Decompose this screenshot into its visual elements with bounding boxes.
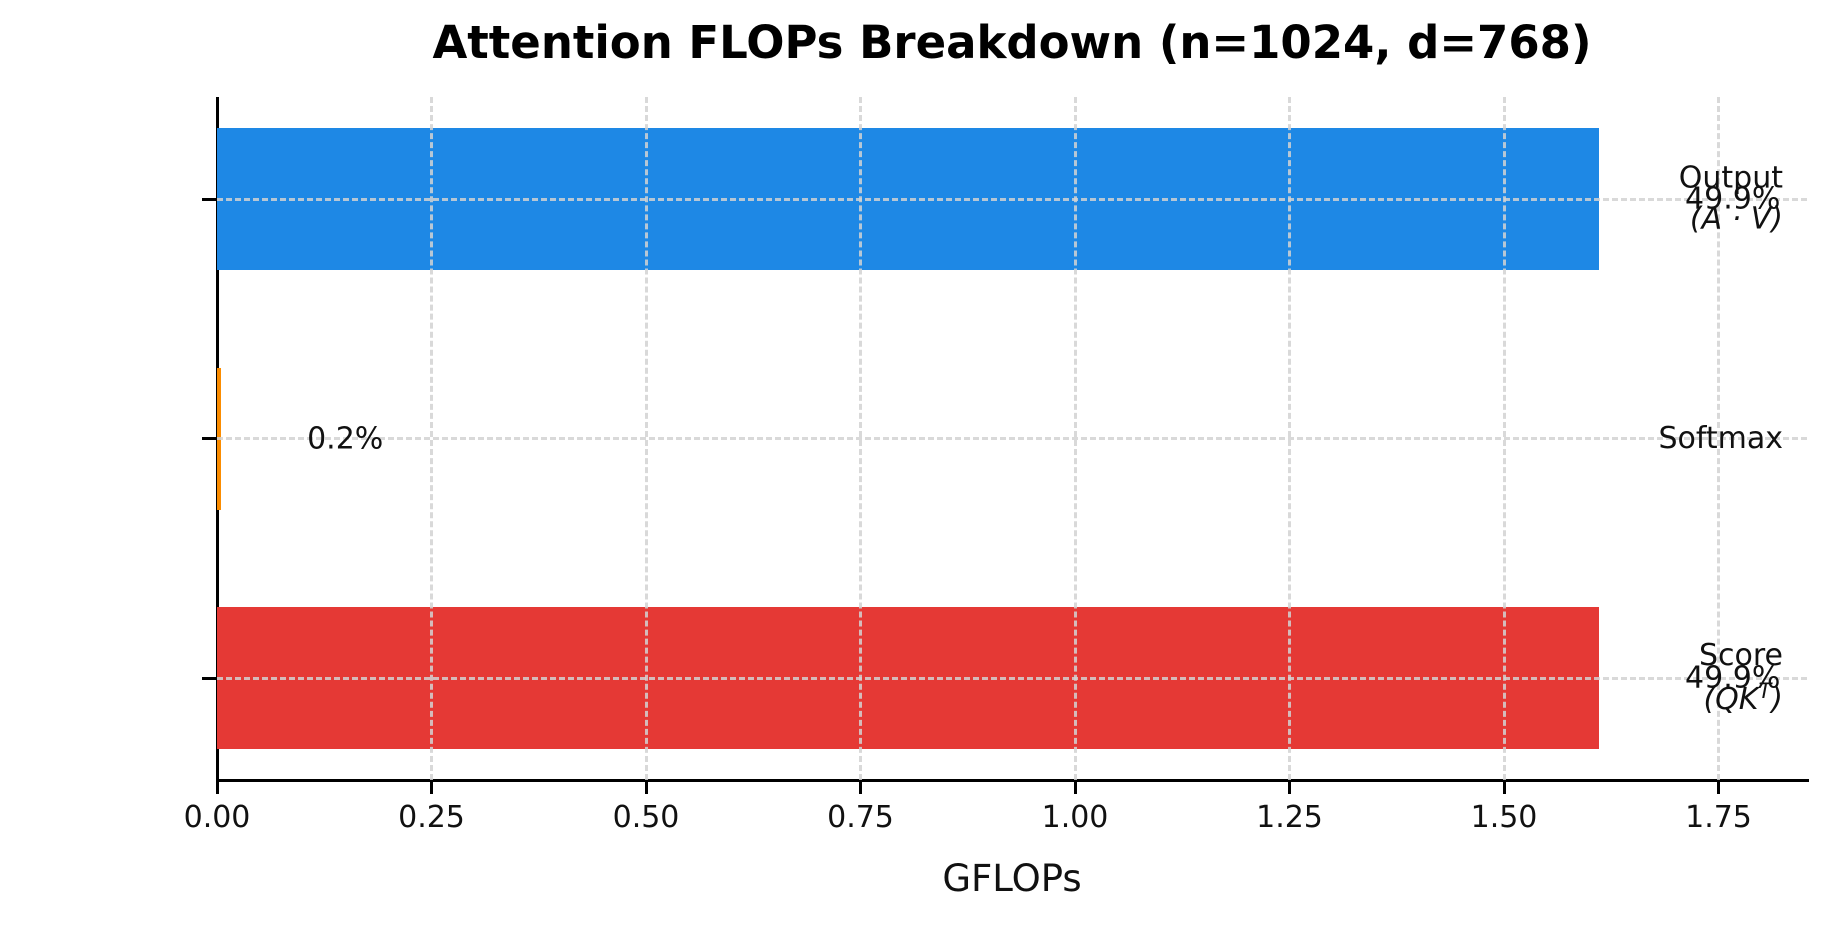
x-tick-label: 0.75	[827, 800, 894, 835]
y-tick-mark	[202, 437, 216, 440]
x-tick-label: 0.50	[612, 800, 680, 835]
category-sublabel: (A · V)	[1689, 201, 1783, 236]
pct-annotation-score: 49.9%	[1685, 660, 1781, 696]
y-tick-mark	[202, 676, 216, 680]
x-tick-mark	[430, 781, 433, 794]
y-tick-label-softmax: Softmax	[1658, 418, 1783, 459]
gridline-horizontal	[217, 676, 1807, 680]
x-tick-mark	[859, 781, 862, 794]
pct-annotation-softmax: 0.2%	[307, 421, 384, 456]
x-tick-mark	[1717, 781, 1720, 794]
category-label: Softmax	[1658, 420, 1783, 456]
x-tick-mark	[644, 781, 648, 794]
x-tick-mark	[1073, 781, 1077, 794]
x-tick-label: 1.75	[1685, 800, 1752, 835]
x-tick-label: 0.25	[398, 800, 465, 835]
y-tick-mark	[202, 197, 216, 201]
y-tick-label-score: Score (QKT)	[1699, 636, 1783, 720]
category-label: Score	[1698, 638, 1783, 673]
x-tick-label: 1.50	[1470, 800, 1538, 835]
x-tick-label: 1.00	[1041, 800, 1109, 835]
x-tick-mark	[1288, 781, 1291, 794]
x-tick-label: 1.25	[1256, 800, 1323, 835]
x-tick-label: 0.00	[183, 800, 251, 835]
plot-area: 0.00 0.25 0.50 0.75 1.00 1.25 1.50 1.75 Output (A…	[184, 97, 1809, 835]
chart-title: Attention FLOPs Breakdown (n=1024, d=768…	[432, 16, 1592, 69]
pct-annotation-output: 49.9%	[1685, 181, 1781, 217]
y-tick-label-output: Output (A · V)	[1679, 159, 1783, 240]
x-axis-spine	[215, 778, 1809, 782]
x-tick-mark	[215, 781, 219, 794]
category-label: Output	[1678, 160, 1783, 196]
x-tick-mark	[1502, 781, 1506, 794]
gridline-horizontal	[217, 197, 1807, 201]
x-axis-label: GFLOPs	[942, 857, 1082, 900]
gridline-horizontal	[217, 437, 1807, 440]
category-sublabel: (QKT)	[1703, 678, 1783, 717]
